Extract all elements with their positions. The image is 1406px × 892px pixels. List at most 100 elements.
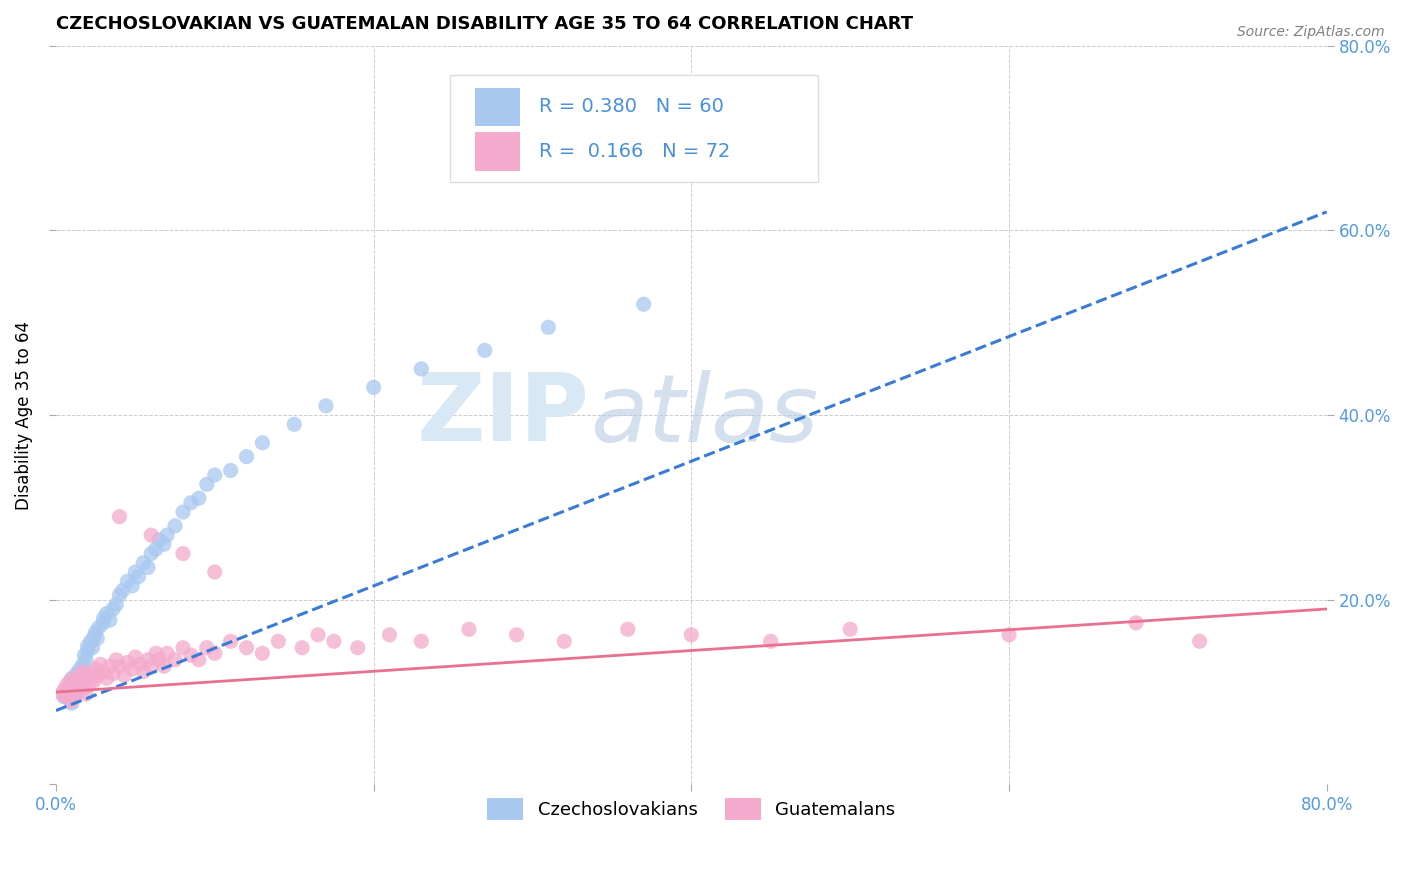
Point [96, 671, 118, 685]
Point [132, 556, 155, 570]
Point [96, 607, 118, 621]
Point [105, 598, 128, 612]
Point [411, 362, 433, 376]
Point [58, 685, 80, 699]
Point [195, 640, 218, 655]
Point [148, 533, 170, 547]
Point [180, 496, 202, 510]
Point [180, 648, 202, 662]
Point [148, 653, 170, 667]
Point [111, 583, 134, 598]
Point [69, 678, 91, 692]
Point [129, 657, 152, 672]
Point [108, 659, 131, 673]
Point [153, 659, 176, 673]
Point [77, 678, 100, 692]
Point [124, 650, 146, 665]
Point [67, 673, 90, 688]
Point [616, 622, 638, 636]
Point [132, 665, 155, 679]
Point [187, 653, 209, 667]
Point [98, 613, 121, 627]
Point [75, 653, 97, 667]
Point [172, 505, 194, 519]
Point [141, 659, 163, 673]
Text: ZIP: ZIP [416, 369, 589, 461]
Text: Source: ZipAtlas.com: Source: ZipAtlas.com [1237, 25, 1385, 39]
Point [128, 569, 150, 583]
Point [83, 630, 105, 644]
Point [235, 640, 257, 655]
Point [80, 634, 103, 648]
Point [553, 634, 575, 648]
Point [307, 628, 329, 642]
Point [346, 640, 368, 655]
Point [73, 681, 96, 695]
Point [165, 519, 187, 533]
Point [60, 671, 83, 685]
Point [60, 696, 83, 710]
Point [315, 399, 337, 413]
Point [93, 615, 115, 630]
Point [93, 611, 115, 625]
Text: atlas: atlas [589, 369, 818, 460]
Point [633, 297, 655, 311]
Point [58, 681, 80, 695]
Point [62, 687, 84, 701]
Point [84, 662, 107, 676]
Point [101, 602, 124, 616]
Point [411, 634, 433, 648]
Point [187, 491, 209, 505]
Point [121, 579, 143, 593]
Point [76, 639, 98, 653]
Point [69, 662, 91, 676]
Point [59, 673, 82, 688]
Point [537, 320, 560, 334]
Point [363, 380, 385, 394]
Point [105, 653, 128, 667]
Point [84, 625, 107, 640]
Point [839, 622, 862, 636]
Point [67, 685, 90, 699]
Point [56, 678, 79, 692]
Point [121, 662, 143, 676]
Point [759, 634, 782, 648]
Point [55, 690, 77, 704]
Point [72, 665, 94, 679]
Point [267, 634, 290, 648]
Point [51, 687, 73, 701]
Text: R = 0.380   N = 60: R = 0.380 N = 60 [538, 97, 724, 117]
Point [136, 653, 159, 667]
Point [56, 685, 79, 699]
Bar [475, 132, 520, 170]
Point [108, 588, 131, 602]
Point [204, 646, 226, 660]
Point [172, 547, 194, 561]
Point [1188, 634, 1211, 648]
Point [165, 653, 187, 667]
Point [283, 417, 305, 432]
Point [505, 628, 527, 642]
Point [69, 668, 91, 682]
Point [65, 666, 87, 681]
Point [98, 659, 121, 673]
Point [474, 343, 496, 358]
Point [76, 643, 98, 657]
Point [136, 560, 159, 574]
Point [65, 678, 87, 692]
Point [252, 435, 274, 450]
Y-axis label: Disability Age 35 to 64: Disability Age 35 to 64 [15, 320, 32, 509]
Point [76, 671, 98, 685]
Point [52, 690, 75, 704]
Point [72, 657, 94, 672]
Point [291, 640, 314, 655]
Point [82, 640, 104, 655]
Point [172, 640, 194, 655]
Text: R =  0.166   N = 72: R = 0.166 N = 72 [538, 142, 730, 161]
Point [112, 668, 135, 682]
Point [117, 656, 139, 670]
Point [73, 648, 96, 662]
Point [117, 574, 139, 589]
Point [89, 657, 111, 672]
Point [62, 683, 84, 698]
